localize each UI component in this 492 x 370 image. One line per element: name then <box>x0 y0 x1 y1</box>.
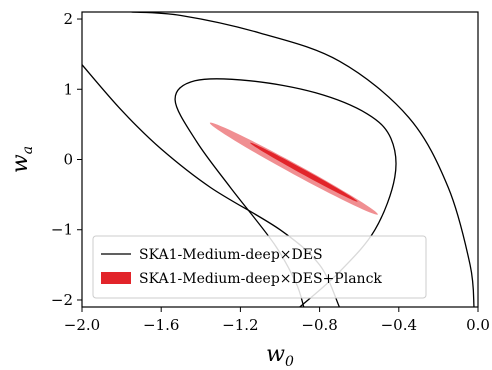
x-tick-label: −1.6 <box>143 316 179 334</box>
y-axis-label: wa <box>8 146 36 173</box>
x-tick-label: −1.2 <box>222 316 258 334</box>
contour-line-2-sigma-upper <box>131 12 475 307</box>
legend-swatch-filled <box>101 272 131 284</box>
y-tick-label: −1 <box>51 221 73 239</box>
legend-label-ska-des-planck: SKA1-Medium-deep×DES+Planck <box>139 271 382 287</box>
contour-fill-1-sigma <box>250 142 358 202</box>
x-axis-label: w0 <box>266 342 294 370</box>
y-tick-label: 2 <box>63 10 73 28</box>
x-tick-label: −0.4 <box>381 316 417 334</box>
x-tick-label: 0.0 <box>466 316 490 334</box>
x-axis: −2.0 −1.6 −1.2 −0.8 −0.4 0.0 <box>64 307 490 334</box>
y-tick-label: 1 <box>63 80 73 98</box>
x-tick-label: −0.8 <box>301 316 337 334</box>
x-tick-label: −2.0 <box>64 316 100 334</box>
y-tick-label: −2 <box>51 291 73 309</box>
y-axis: −2 −1 0 1 2 <box>51 10 82 309</box>
filled-contours <box>209 122 378 215</box>
legend: SKA1-Medium-deep×DES SKA1-Medium-deep×DE… <box>92 235 427 299</box>
y-tick-label: 0 <box>63 151 73 169</box>
contour-line-1-sigma <box>174 78 397 307</box>
legend-label-ska-des: SKA1-Medium-deep×DES <box>139 247 323 263</box>
legend-box <box>92 235 427 299</box>
